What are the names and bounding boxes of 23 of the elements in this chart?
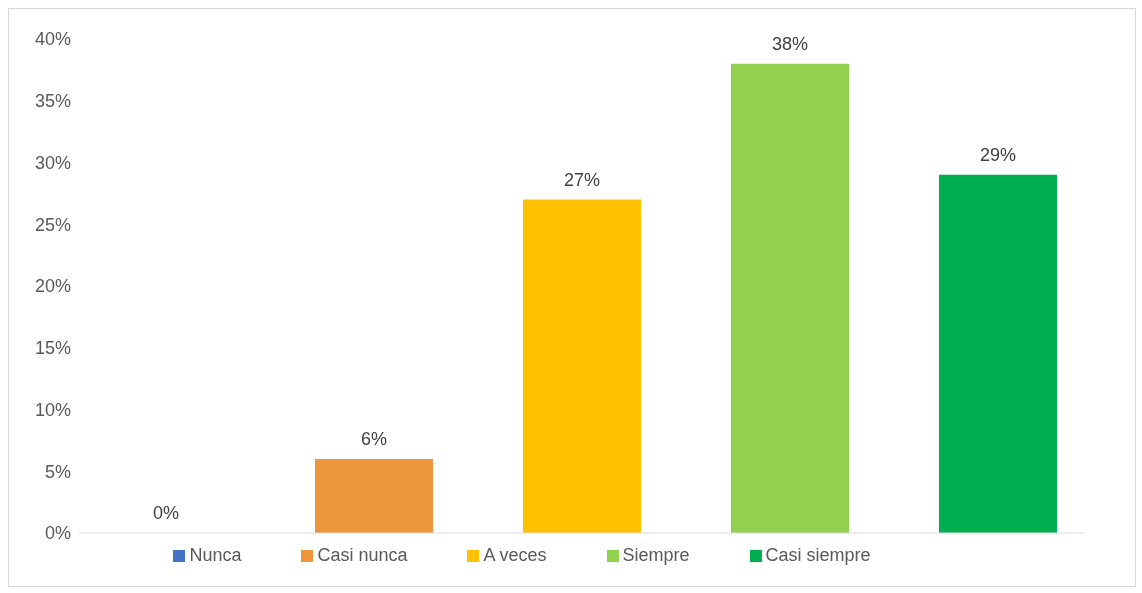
y-tick-label: 5% xyxy=(44,461,71,482)
bar xyxy=(731,63,849,533)
bar xyxy=(523,199,641,533)
data-label: 6% xyxy=(360,428,388,449)
data-label: 27% xyxy=(563,169,601,190)
y-tick-label: 25% xyxy=(34,214,71,235)
bar xyxy=(939,174,1057,533)
legend-label: Siempre xyxy=(622,545,690,565)
legend-label: Casi nunca xyxy=(317,545,408,565)
y-tick-label: 20% xyxy=(34,276,71,297)
y-tick-label: 10% xyxy=(34,399,71,420)
data-label: 0% xyxy=(152,502,180,523)
y-tick-label: 40% xyxy=(34,29,71,50)
data-label: 29% xyxy=(979,144,1017,165)
y-tick-label: 30% xyxy=(34,152,71,173)
y-tick-label: 0% xyxy=(44,523,71,544)
legend-label: A veces xyxy=(483,545,547,565)
legend-label: Nunca xyxy=(189,545,242,565)
legend-label: Casi siempre xyxy=(765,545,871,565)
y-tick-label: 15% xyxy=(34,338,71,359)
y-tick-label: 35% xyxy=(34,91,71,112)
data-label: 38% xyxy=(771,33,809,54)
bar xyxy=(315,458,433,533)
